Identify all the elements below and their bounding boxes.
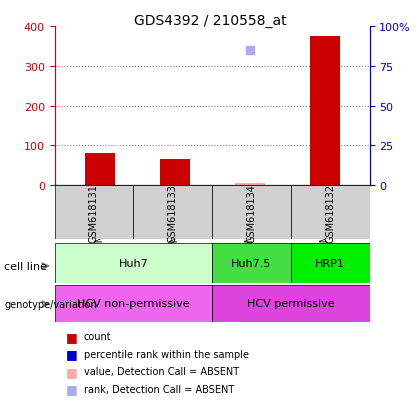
Text: GSM618132: GSM618132 [325, 183, 335, 242]
FancyBboxPatch shape [291, 186, 370, 240]
Text: cell line: cell line [4, 261, 47, 271]
FancyBboxPatch shape [212, 244, 291, 283]
Text: ■: ■ [66, 365, 77, 378]
Text: GSM618131: GSM618131 [89, 183, 99, 242]
Text: count: count [84, 332, 112, 342]
Text: ■: ■ [66, 347, 77, 361]
FancyBboxPatch shape [212, 186, 291, 240]
Text: Huh7: Huh7 [118, 258, 148, 268]
Bar [310, 37, 340, 186]
Text: ■: ■ [66, 330, 77, 343]
Text: GSM618133: GSM618133 [168, 183, 178, 242]
FancyBboxPatch shape [55, 285, 212, 322]
FancyBboxPatch shape [291, 244, 370, 283]
Bar [235, 184, 265, 186]
Text: GSM618134: GSM618134 [247, 183, 257, 242]
FancyBboxPatch shape [55, 186, 134, 240]
Text: HCV permissive: HCV permissive [247, 299, 335, 309]
Text: value, Detection Call = ABSENT: value, Detection Call = ABSENT [84, 366, 239, 376]
Text: Huh7.5: Huh7.5 [231, 258, 272, 268]
Text: HRP1: HRP1 [315, 258, 345, 268]
FancyBboxPatch shape [55, 244, 212, 283]
Bar [160, 160, 189, 186]
Text: GDS4392 / 210558_at: GDS4392 / 210558_at [134, 14, 286, 28]
Bar [84, 154, 115, 186]
FancyBboxPatch shape [134, 186, 212, 240]
Text: rank, Detection Call = ABSENT: rank, Detection Call = ABSENT [84, 384, 234, 394]
Text: percentile rank within the sample: percentile rank within the sample [84, 349, 249, 359]
Text: ■: ■ [66, 382, 77, 395]
Text: HCV non-permissive: HCV non-permissive [77, 299, 190, 309]
Text: genotype/variation: genotype/variation [4, 299, 97, 309]
FancyBboxPatch shape [212, 285, 370, 322]
